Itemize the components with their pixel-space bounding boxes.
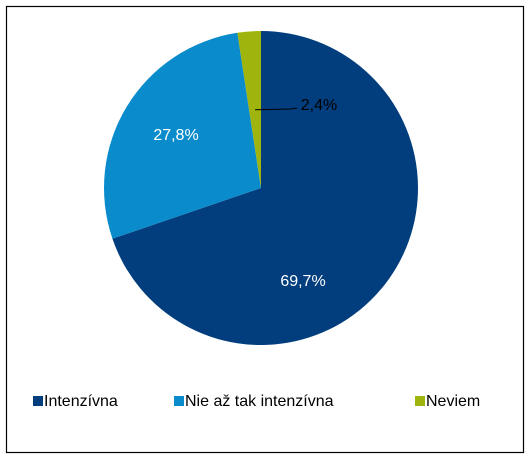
leader-line <box>255 107 298 111</box>
data-label: 69,7% <box>280 273 325 290</box>
data-label: 2,4% <box>301 97 337 114</box>
legend-label: Nie až tak intenzívna <box>185 393 334 410</box>
legend-swatch <box>33 396 43 406</box>
pie-slice <box>104 32 261 239</box>
data-label: 27,8% <box>153 127 198 144</box>
pie-slice <box>112 31 419 345</box>
legend-label: Intenzívna <box>44 393 118 410</box>
legend-label: Neviem <box>426 393 480 410</box>
pie-slice <box>237 31 261 188</box>
legend-swatch <box>415 396 425 406</box>
legend-swatch <box>174 396 184 406</box>
